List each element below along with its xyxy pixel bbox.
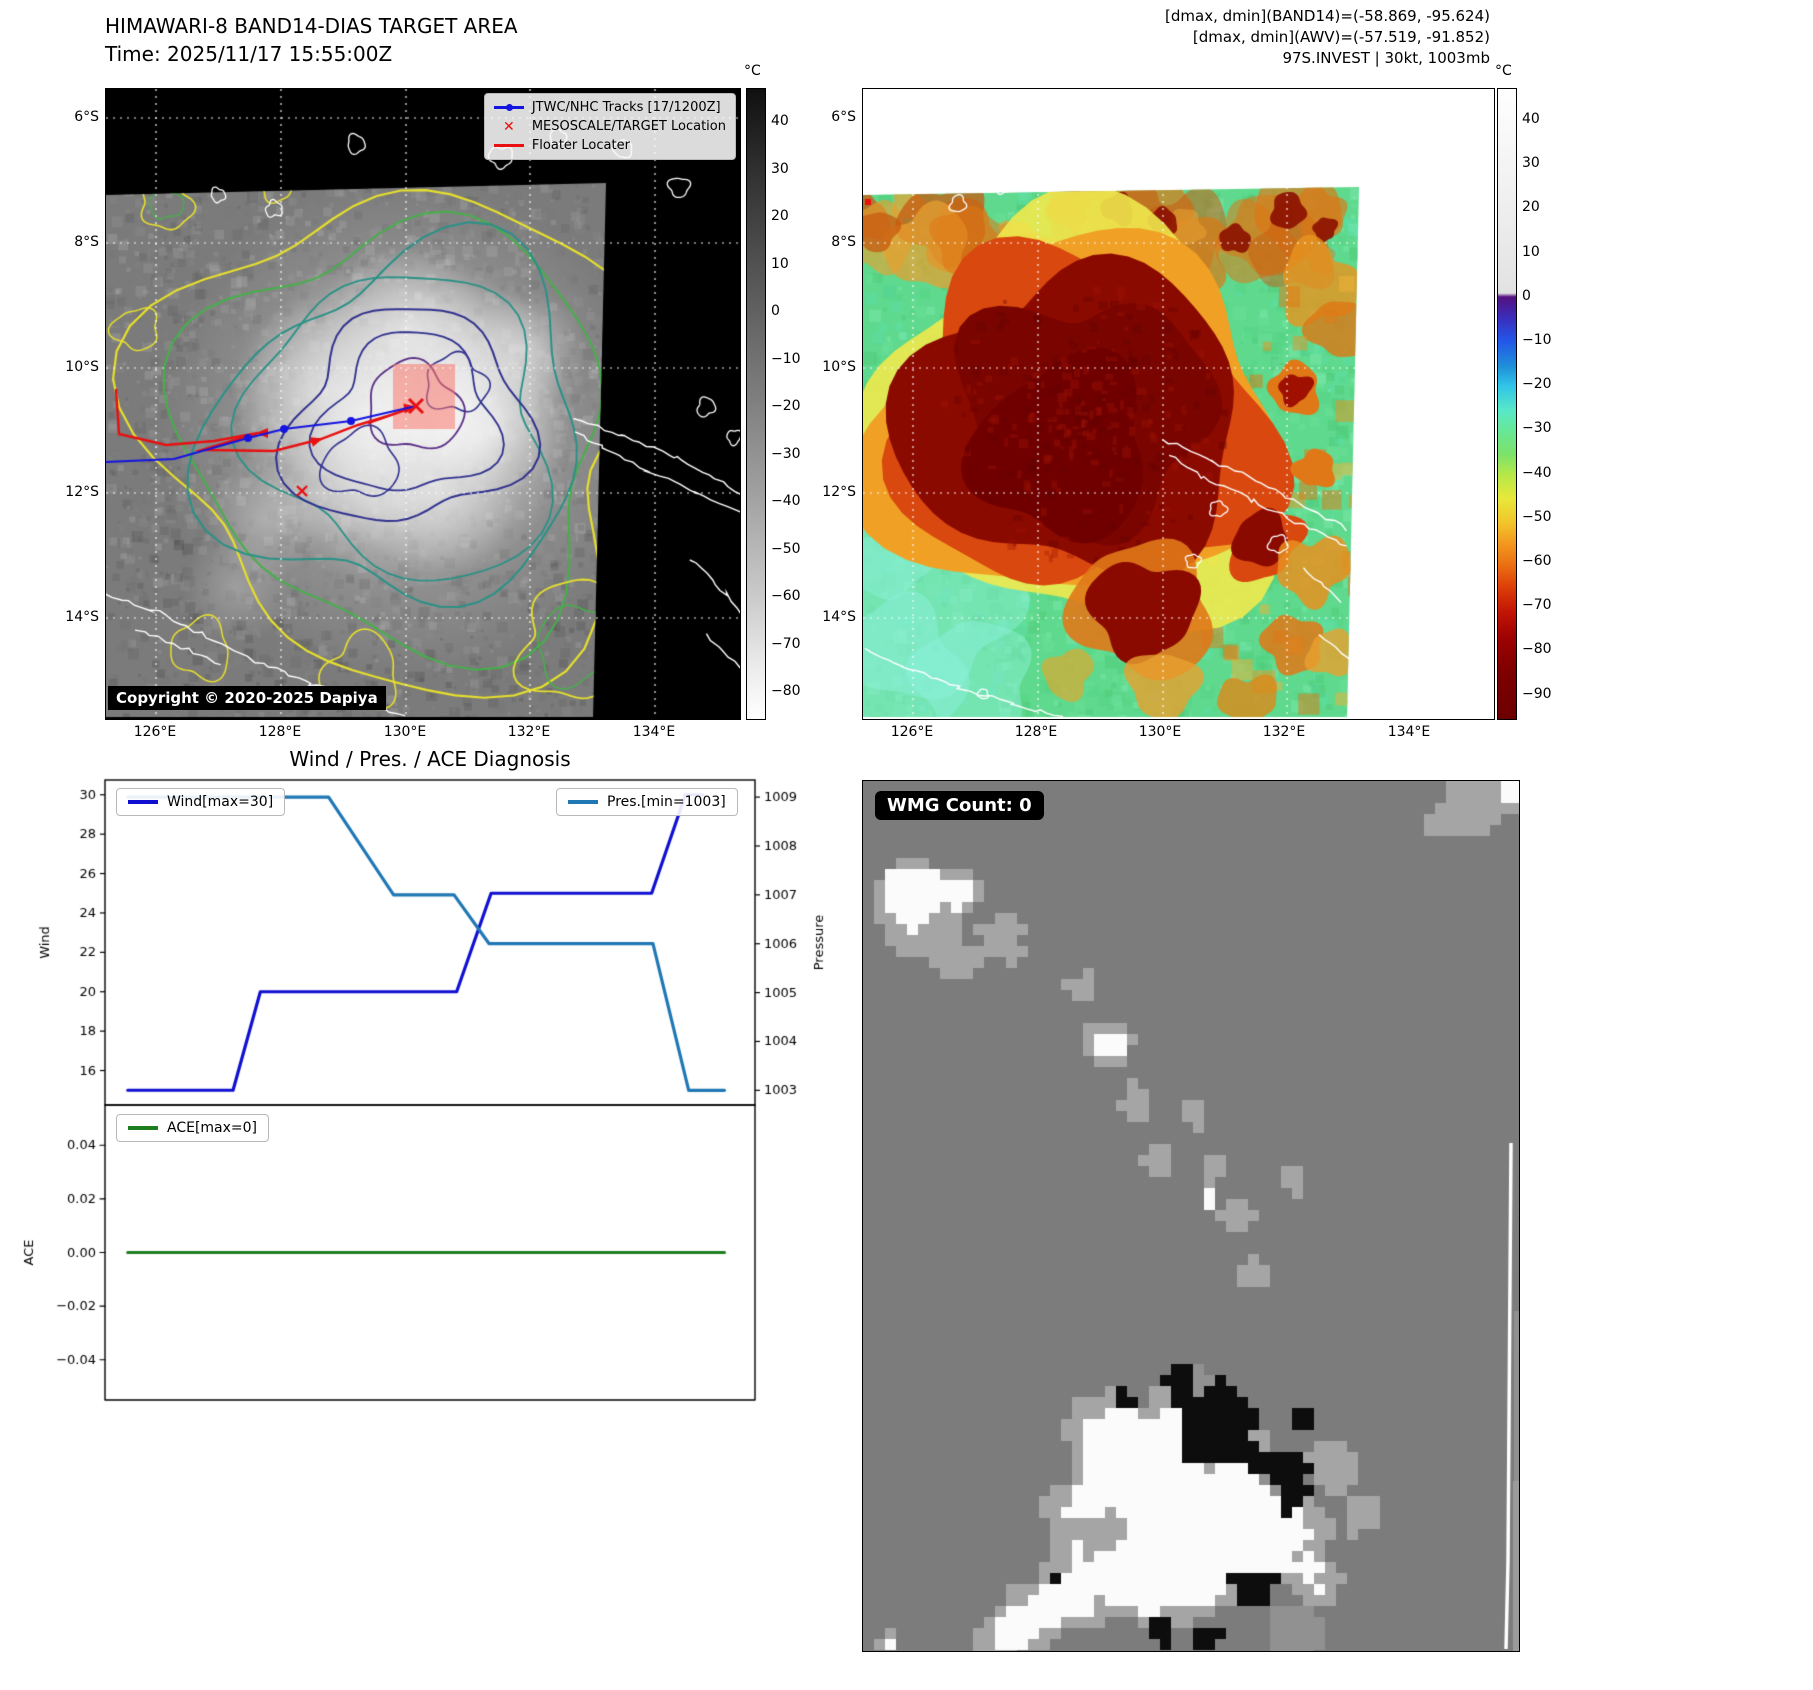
band14-colorbar (746, 88, 766, 720)
lon-tick-label: 128°E (258, 724, 302, 740)
wind-line-icon (128, 800, 158, 804)
colorbar-tick-label: −40 (771, 493, 801, 509)
band14-colorbar-unit: °C (744, 63, 761, 79)
lat-tick-label: 10°S (65, 359, 99, 375)
colorbar-tick-label: −10 (1522, 332, 1552, 348)
wmg-count-badge: WMG Count: 0 (875, 791, 1044, 820)
lat-tick-label: 6°S (831, 109, 856, 125)
legend-label: JTWC/NHC Tracks [17/1200Z] (531, 100, 721, 115)
lat-tick-label: 14°S (65, 609, 99, 625)
lat-tick-label: 6°S (74, 109, 99, 125)
lon-tick-label: 126°E (890, 724, 934, 740)
colorbar-tick-label: −30 (771, 445, 801, 462)
track-line-icon (493, 101, 524, 115)
legend-item-jtwc-tracks: JTWC/NHC Tracks [17/1200Z] (493, 100, 726, 115)
wind-legend: Wind[max=30] (116, 788, 286, 816)
colorbar-tick-label: 20 (1522, 199, 1540, 216)
colorbar-tick-label: −70 (771, 635, 801, 652)
annotation-awv-dmax-dmin: [dmax, dmin](AWV)=(-57.519, -91.852) (1192, 28, 1490, 46)
wmg-image (863, 781, 1519, 1651)
lat-tick-label: 10°S (822, 359, 856, 375)
colorbar-tick-label: −30 (1522, 420, 1552, 437)
lon-tick-label: 128°E (1014, 724, 1058, 740)
colorbar-tick-label: −50 (1522, 508, 1552, 525)
colorbar-tick-label: 0 (771, 303, 780, 319)
awv-colorbar (1497, 88, 1517, 720)
colorbar-tick-label: −70 (1522, 597, 1552, 614)
colorbar-tick-label: −20 (1522, 376, 1552, 393)
band14-satellite-image (106, 89, 740, 719)
ace-legend: ACE[max=0] (116, 1114, 270, 1142)
lat-tick-label: 12°S (65, 484, 99, 500)
colorbar-tick-label: 40 (1522, 111, 1540, 127)
awv-map-panel (862, 88, 1495, 720)
colorbar-tick-label: 10 (771, 255, 789, 272)
diagnosis-charts (20, 745, 830, 1425)
awv-satellite-image (863, 89, 1494, 719)
awv-annotations: [dmax, dmin](BAND14)=(-58.869, -95.624) … (900, 6, 1490, 69)
pressure-legend-label: Pres.[min=1003] (607, 794, 726, 810)
copyright-label: Copyright © 2020-2025 Dapiya (108, 686, 386, 710)
colorbar-tick-label: −20 (771, 398, 801, 414)
pressure-line-icon (568, 800, 598, 804)
band14-title-block: HIMAWARI-8 BAND14-DIAS TARGET AREA Time:… (105, 12, 518, 68)
colorbar-tick-label: −60 (771, 588, 801, 604)
legend-label: Floater Locater (531, 138, 630, 153)
lon-tick-label: 130°E (383, 724, 427, 740)
colorbar-tick-label: 30 (1522, 155, 1540, 172)
annotation-invest-intensity: 97S.INVEST | 30kt, 1003mb (1282, 49, 1490, 67)
lat-tick-label: 8°S (831, 234, 856, 250)
band14-legend: JTWC/NHC Tracks [17/1200Z] ✕ MESOSCALE/T… (483, 93, 736, 160)
lon-tick-label: 134°E (632, 724, 676, 740)
legend-item-floater: Floater Locater (493, 138, 726, 153)
lon-tick-label: 132°E (507, 724, 551, 740)
wmg-panel: WMG Count: 0 (862, 780, 1520, 1652)
colorbar-tick-label: −50 (771, 540, 801, 557)
colorbar-tick-label: 10 (1522, 243, 1540, 260)
lon-tick-label: 130°E (1138, 724, 1182, 740)
legend-label: MESOSCALE/TARGET Location (531, 119, 726, 134)
band14-map-panel: JTWC/NHC Tracks [17/1200Z] ✕ MESOSCALE/T… (105, 88, 741, 720)
colorbar-tick-label: 0 (1522, 287, 1531, 304)
lon-tick-label: 134°E (1387, 724, 1431, 740)
band14-time: Time: 2025/11/17 15:55:00Z (105, 42, 393, 66)
legend-item-mesoscale-target: ✕ MESOSCALE/TARGET Location (494, 119, 726, 134)
colorbar-tick-label: −90 (1522, 685, 1552, 702)
colorbar-tick-label: −80 (1522, 641, 1552, 658)
lat-tick-label: 12°S (822, 484, 856, 500)
pressure-legend: Pres.[min=1003] (556, 788, 738, 816)
awv-colorbar-unit: °C (1495, 63, 1512, 79)
colorbar-tick-label: −80 (771, 683, 801, 699)
colorbar-tick-label: 40 (771, 113, 789, 129)
colorbar-tick-label: −10 (771, 350, 801, 367)
colorbar-tick-label: −60 (1522, 553, 1552, 569)
annotation-band14-dmax-dmin: [dmax, dmin](BAND14)=(-58.869, -95.624) (1165, 7, 1490, 25)
colorbar-tick-label: 20 (771, 208, 789, 224)
band14-title: HIMAWARI-8 BAND14-DIAS TARGET AREA (105, 14, 518, 38)
target-x-icon: ✕ (502, 118, 515, 135)
lat-tick-label: 14°S (822, 609, 856, 625)
colorbar-tick-label: 30 (771, 160, 789, 177)
floater-line-icon (493, 139, 524, 153)
lon-tick-label: 126°E (133, 724, 177, 740)
wind-legend-label: Wind[max=30] (167, 794, 274, 810)
lon-tick-label: 132°E (1262, 724, 1306, 740)
ace-legend-label: ACE[max=0] (167, 1120, 258, 1136)
ace-line-icon (128, 1126, 158, 1130)
colorbar-tick-label: −40 (1522, 464, 1552, 481)
lat-tick-label: 8°S (74, 234, 99, 250)
